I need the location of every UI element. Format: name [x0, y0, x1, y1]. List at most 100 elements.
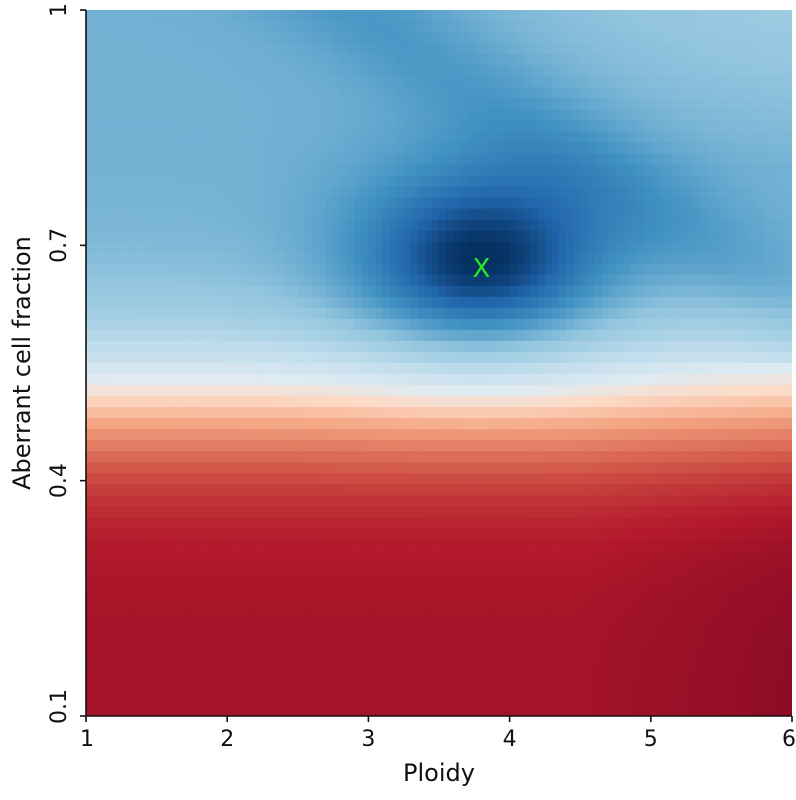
heatmap-cell — [93, 186, 101, 199]
heatmap-cell — [107, 65, 115, 77]
heatmap-cell — [474, 21, 482, 33]
heatmap-cell — [347, 186, 355, 199]
heatmap-cell — [128, 351, 137, 364]
heatmap-cell — [326, 10, 334, 22]
heatmap-cell — [700, 307, 708, 320]
heatmap-cell — [671, 263, 680, 276]
heatmap-cell — [770, 517, 779, 530]
heatmap-cell — [467, 175, 475, 188]
heatmap-cell — [248, 418, 257, 430]
heatmap-cell — [763, 98, 772, 110]
heatmap-cell — [439, 396, 447, 408]
heatmap-cell — [650, 76, 659, 88]
heatmap-cell — [608, 76, 617, 88]
heatmap-cell — [474, 329, 482, 342]
heatmap-cell — [177, 429, 186, 441]
heatmap-cell — [784, 65, 792, 77]
heatmap-cell — [311, 274, 320, 287]
heatmap-cell — [516, 517, 525, 530]
heatmap-cell — [213, 197, 221, 210]
heatmap-cell — [728, 351, 737, 364]
heatmap-cell — [460, 473, 468, 485]
heatmap-cell — [608, 329, 617, 342]
heatmap-cell — [128, 32, 137, 44]
heatmap-cell — [255, 374, 264, 386]
heatmap-cell — [460, 418, 468, 430]
heatmap-cell — [770, 230, 779, 243]
heatmap-cell — [707, 32, 715, 44]
heatmap-cell — [424, 385, 433, 397]
heatmap-cell — [650, 451, 659, 463]
heatmap-cell — [516, 98, 525, 110]
heatmap-cell — [424, 197, 433, 210]
heatmap-cell — [121, 175, 129, 188]
heatmap-cell — [714, 429, 722, 441]
heatmap-cell — [439, 307, 447, 320]
heatmap-cell — [446, 385, 454, 397]
heatmap-cell — [410, 407, 419, 419]
heatmap-cell — [311, 76, 320, 88]
heatmap-cell — [467, 528, 475, 541]
heatmap-cell — [142, 274, 151, 287]
heatmap-cell — [382, 429, 391, 441]
heatmap-cell — [177, 109, 186, 121]
heatmap-cell — [749, 374, 758, 386]
heatmap-cell — [559, 241, 567, 254]
heatmap-cell — [375, 109, 384, 121]
heatmap-cell — [460, 197, 468, 210]
heatmap-cell — [283, 153, 292, 166]
heatmap-cell — [566, 252, 574, 265]
heatmap-cell — [523, 87, 532, 99]
heatmap-cell — [417, 54, 426, 66]
heatmap-cell — [580, 109, 588, 121]
heatmap-cell — [509, 318, 518, 331]
heatmap-cell — [121, 208, 129, 221]
heatmap-cell — [396, 142, 405, 155]
heatmap-cell — [770, 440, 779, 452]
heatmap-cell — [671, 506, 680, 519]
heatmap-cell — [276, 142, 285, 155]
heatmap-cell — [566, 351, 574, 364]
heatmap-cell — [474, 539, 482, 552]
heatmap-cell — [354, 429, 362, 441]
heatmap-cell — [382, 54, 391, 66]
heatmap-cell — [93, 473, 101, 485]
heatmap-cell — [93, 21, 101, 33]
heatmap-cell — [629, 407, 638, 419]
heatmap-cell — [566, 274, 574, 287]
heatmap-cell — [382, 484, 391, 496]
heatmap-cell — [206, 21, 214, 33]
heatmap-cell — [587, 120, 595, 132]
heatmap-cell — [566, 451, 574, 463]
heatmap-cell — [100, 197, 108, 210]
heatmap-cell — [601, 164, 610, 177]
heatmap-cell — [191, 440, 200, 452]
heatmap-cell — [686, 10, 694, 22]
heatmap-cell — [474, 550, 482, 563]
heatmap-cell — [502, 440, 511, 452]
heatmap-cell — [326, 109, 334, 121]
heatmap-cell — [149, 153, 158, 166]
heatmap-cell — [573, 506, 581, 519]
heatmap-cell — [417, 21, 426, 33]
heatmap-cell — [326, 241, 334, 254]
heatmap-cell — [107, 550, 115, 563]
heatmap-cell — [410, 396, 419, 408]
heatmap-cell — [417, 440, 426, 452]
heatmap-cell — [714, 550, 722, 563]
heatmap-cell — [650, 473, 659, 485]
heatmap-cell — [361, 307, 369, 320]
heatmap-cell — [86, 186, 94, 199]
heatmap-cell — [770, 296, 779, 309]
heatmap-cell — [721, 396, 730, 408]
heatmap-cell — [290, 76, 299, 88]
heatmap-cell — [361, 351, 369, 364]
heatmap-cell — [502, 208, 511, 221]
heatmap-cell — [700, 186, 708, 199]
heatmap-cell — [650, 528, 659, 541]
heatmap-cell — [333, 76, 341, 88]
heatmap-cell — [594, 550, 602, 563]
heatmap-cell — [396, 252, 405, 265]
heatmap-cell — [410, 506, 419, 519]
heatmap-cell — [615, 550, 624, 563]
